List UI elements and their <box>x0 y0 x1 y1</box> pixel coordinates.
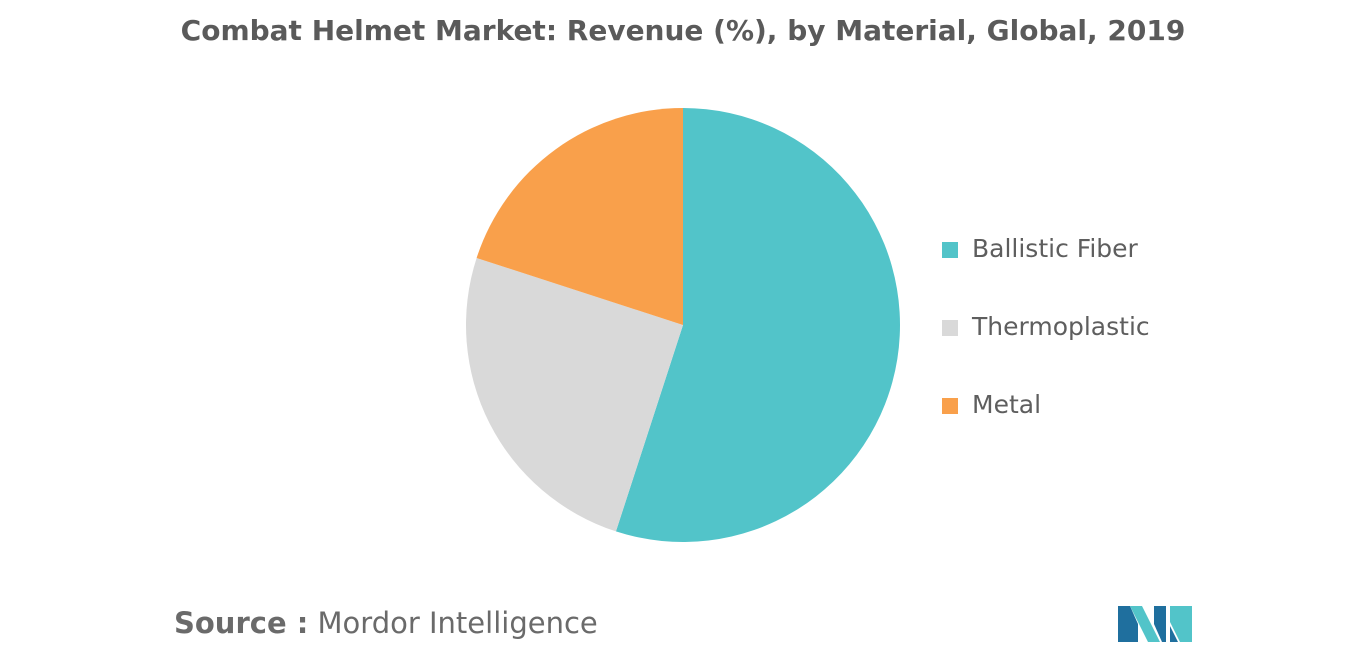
source-label: Source : <box>174 606 309 640</box>
pie-slice-thermoplastic <box>466 257 683 532</box>
source-text: Mordor Intelligence <box>317 606 598 640</box>
legend-swatch <box>942 242 958 258</box>
legend-item-metal: Metal <box>942 386 1242 464</box>
chart-legend: Ballistic Fiber Thermoplastic Metal <box>942 230 1242 464</box>
source-note: Source : Mordor Intelligence <box>174 606 598 640</box>
mordor-intelligence-logo <box>1118 606 1192 642</box>
logo-shape-right <box>1170 606 1192 642</box>
legend-label: Thermoplastic <box>972 312 1150 341</box>
pie-slice-ballistic-fiber <box>615 108 900 543</box>
legend-swatch <box>942 398 958 414</box>
legend-item-ballistic-fiber: Ballistic Fiber <box>942 230 1242 308</box>
logo-shape-mid <box>1130 606 1160 642</box>
pie-slice-metal <box>476 108 683 325</box>
pie-slices <box>466 108 900 543</box>
logo-shape-left <box>1118 606 1138 642</box>
chart-title: Combat Helmet Market: Revenue (%), by Ma… <box>180 14 1186 47</box>
logo-shape-mid2 <box>1154 606 1166 642</box>
legend-item-thermoplastic: Thermoplastic <box>942 308 1242 386</box>
legend-swatch <box>942 320 958 336</box>
logo-shape-right2 <box>1170 626 1178 642</box>
legend-label: Metal <box>972 390 1042 419</box>
legend-label: Ballistic Fiber <box>972 234 1138 263</box>
